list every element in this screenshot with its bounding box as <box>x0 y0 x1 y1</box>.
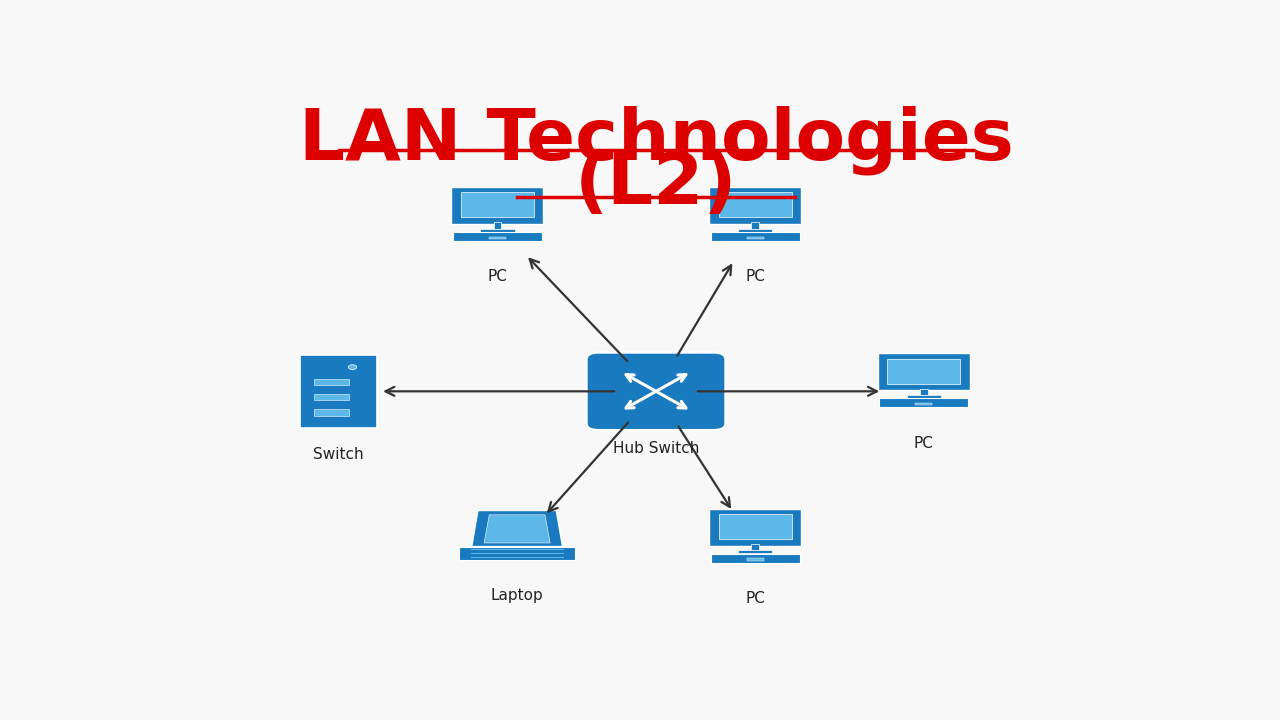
Text: (L2): (L2) <box>575 150 737 219</box>
Bar <box>314 379 349 385</box>
Bar <box>739 550 772 553</box>
Bar <box>710 554 800 562</box>
Text: LAN Technologies: LAN Technologies <box>298 106 1014 175</box>
Bar <box>751 544 759 550</box>
Bar <box>453 232 541 241</box>
Bar <box>915 403 932 405</box>
Text: Hub Switch: Hub Switch <box>613 441 699 456</box>
Bar <box>879 398 969 408</box>
Bar <box>746 237 764 239</box>
Bar <box>739 229 772 232</box>
Bar <box>906 395 941 398</box>
Bar <box>746 559 764 561</box>
FancyBboxPatch shape <box>887 359 960 384</box>
Bar <box>489 237 506 239</box>
FancyBboxPatch shape <box>718 192 792 217</box>
FancyBboxPatch shape <box>709 508 801 546</box>
FancyBboxPatch shape <box>586 353 726 430</box>
Bar <box>460 546 575 560</box>
Bar <box>920 389 928 395</box>
Bar <box>480 229 515 232</box>
Bar <box>314 409 349 415</box>
Bar <box>314 394 349 400</box>
FancyBboxPatch shape <box>451 187 544 224</box>
Bar <box>471 549 563 550</box>
FancyBboxPatch shape <box>718 514 792 539</box>
Bar <box>751 222 759 229</box>
Text: PC: PC <box>745 269 765 284</box>
Text: PC: PC <box>914 436 934 451</box>
Polygon shape <box>472 510 562 546</box>
Bar <box>471 553 563 554</box>
Circle shape <box>348 365 357 369</box>
Bar <box>471 557 563 558</box>
FancyBboxPatch shape <box>709 187 801 224</box>
Text: Laptop: Laptop <box>490 588 544 603</box>
FancyBboxPatch shape <box>300 354 378 428</box>
Polygon shape <box>484 515 550 543</box>
FancyBboxPatch shape <box>461 192 534 217</box>
FancyBboxPatch shape <box>878 354 970 390</box>
Text: PC: PC <box>488 269 507 284</box>
Text: Switch: Switch <box>314 446 364 462</box>
Bar <box>710 232 800 241</box>
Text: PC: PC <box>745 591 765 606</box>
Bar <box>494 222 500 229</box>
